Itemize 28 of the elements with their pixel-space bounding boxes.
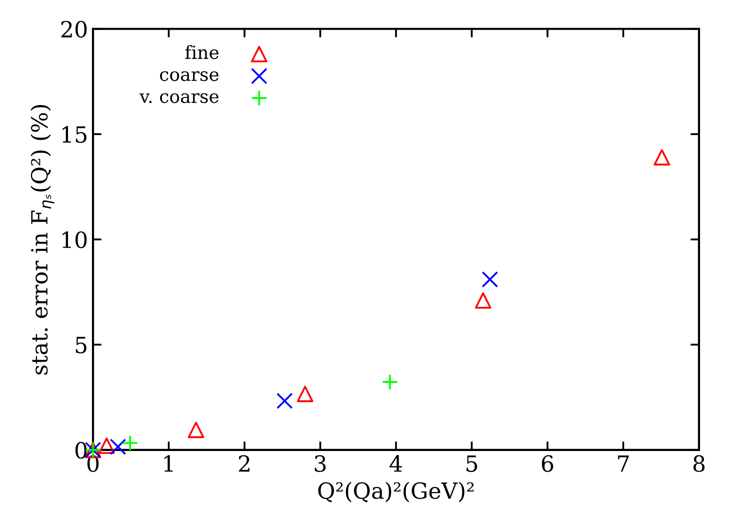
- y-tick-label: 20: [61, 20, 87, 38]
- point: [382, 374, 398, 390]
- legend-label: fine: [185, 45, 219, 60]
- legend-label: coarse: [160, 71, 219, 82]
- point: [188, 422, 204, 438]
- point: [474, 292, 492, 309]
- point: [276, 392, 293, 410]
- x-tick-label: 8: [693, 455, 705, 472]
- point: [654, 149, 670, 166]
- y-tick-label: 5: [76, 336, 86, 354]
- y-tick-label: 0: [75, 442, 87, 459]
- x-tick-label: 7: [618, 455, 629, 472]
- x-axis-title: Q²(Qa)²(GeV)²: [318, 482, 474, 502]
- point: [296, 386, 314, 402]
- x-tick-label: 4: [390, 455, 402, 472]
- y-axis-title: stat. error in F$_{ηₛ}$(Q²) (%): [30, 105, 54, 374]
- point: [482, 271, 498, 288]
- point: [98, 438, 115, 454]
- legend-label: v. coarse: [139, 93, 219, 104]
- x-tick-label: 6: [542, 455, 554, 472]
- x-tick-label: 2: [238, 455, 250, 472]
- x-tick-label: 5: [466, 455, 478, 472]
- y-tick-label: 15: [62, 126, 86, 143]
- point: [110, 438, 126, 455]
- y-tick-label: 10: [62, 231, 87, 248]
- x-tick-label: 1: [164, 455, 173, 472]
- x-tick-label: 3: [314, 455, 326, 472]
- point: [122, 434, 138, 452]
